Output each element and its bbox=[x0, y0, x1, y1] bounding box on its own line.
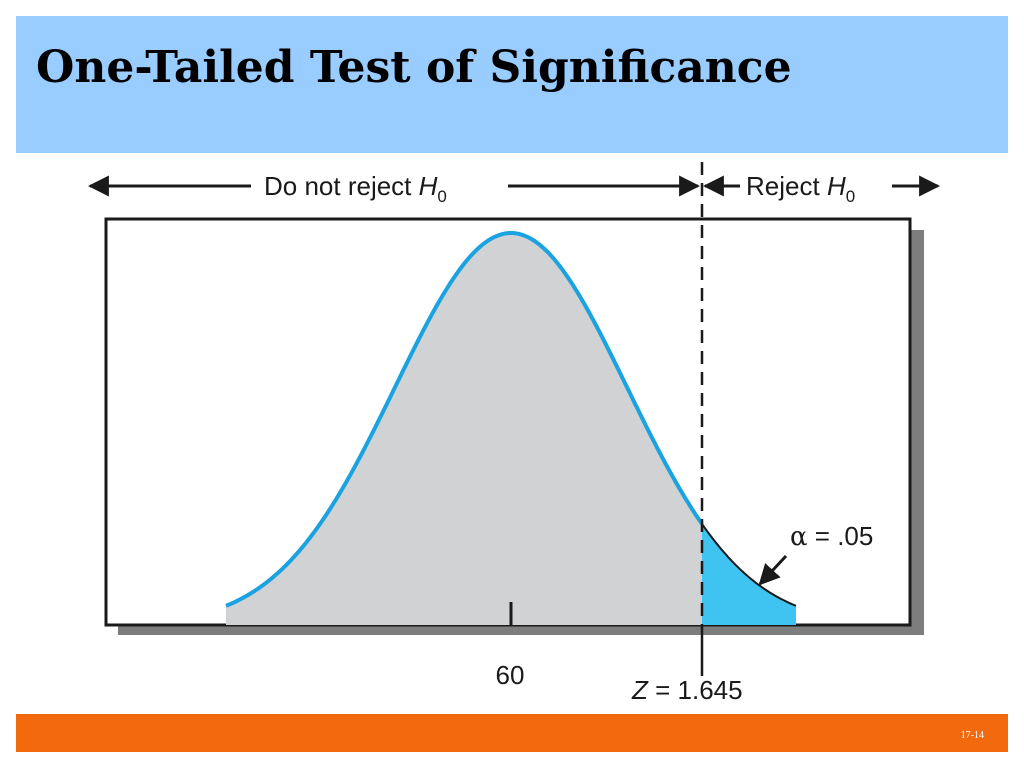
slide-title: One-Tailed Test of Significance bbox=[36, 42, 792, 93]
reject-label: Reject H0 bbox=[746, 171, 855, 206]
title-band: One-Tailed Test of Significance bbox=[16, 16, 1008, 153]
alpha-label: α = .05 bbox=[790, 521, 873, 552]
do-not-reject-region-arrow: Do not reject H0 bbox=[87, 171, 701, 206]
critical-value-label: Z = 1.645 bbox=[631, 675, 743, 705]
do-not-reject-label: Do not reject H0 bbox=[264, 171, 447, 206]
mean-label: 60 bbox=[496, 660, 525, 690]
tail-curve-outline bbox=[701, 523, 797, 607]
page-number: 17-14 bbox=[960, 730, 984, 741]
reject-region-arrow: Reject H0 bbox=[702, 171, 941, 206]
acceptance-area bbox=[226, 233, 702, 625]
alpha-arrow bbox=[758, 554, 788, 586]
normal-curve bbox=[225, 231, 704, 608]
footer-band: 17-14 bbox=[16, 714, 1008, 752]
slide: One-Tailed Test of Significance Do not r… bbox=[16, 16, 1008, 752]
normal-distribution-diagram: Do not reject H0 Reject H0 60 Z = 1.645 … bbox=[87, 162, 941, 705]
rejection-area bbox=[702, 523, 796, 625]
